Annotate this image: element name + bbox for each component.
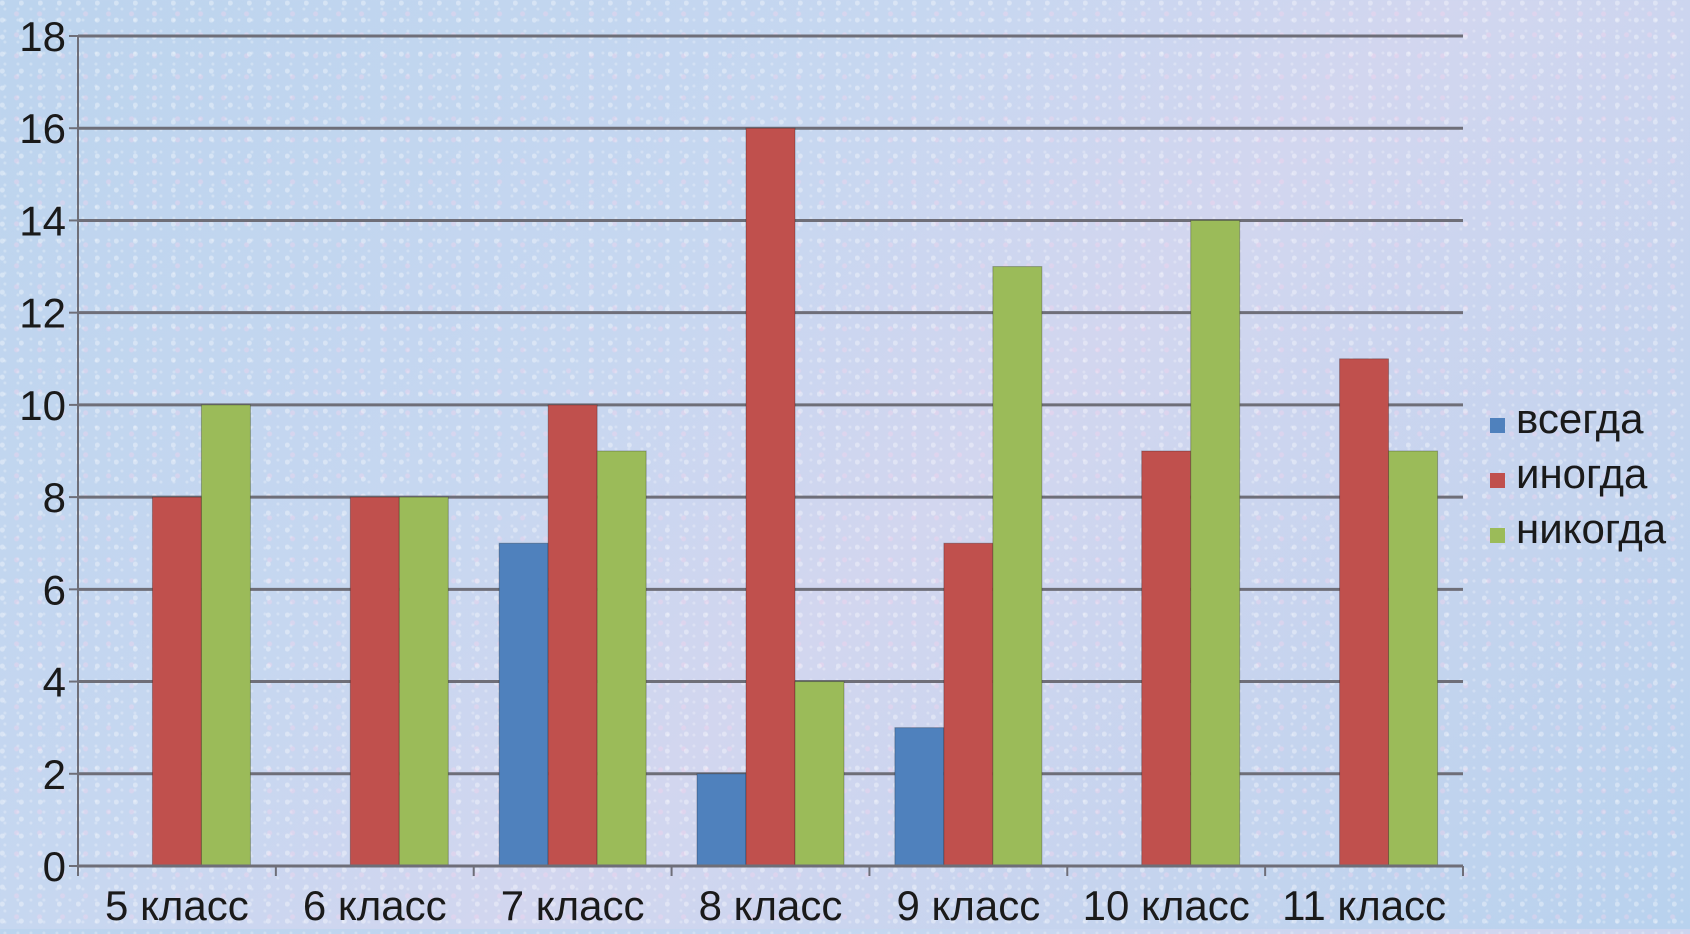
y-tick-label: 16 (19, 105, 66, 152)
x-axis-tick-labels: 5 класс 6 класс 7 класс 8 класс 9 класс 10 кл… (105, 882, 1446, 929)
x-tick-label: 5 класс (105, 882, 249, 929)
y-tick-label: 4 (43, 659, 66, 706)
x-tick-label: 7 класс (501, 882, 645, 929)
x-tick-label: 11 класс (1282, 882, 1446, 929)
bar-иногда-7 класс (547, 404, 598, 867)
axes (77, 36, 1464, 876)
bar-иногда-6 класс (349, 496, 400, 867)
bar-всегда-7 класс (498, 542, 549, 867)
y-tick-label: 0 (43, 843, 66, 890)
legend-label: иногда (1516, 450, 1648, 497)
bar-никогда-10 класс (1190, 219, 1241, 867)
x-tick-label: 8 класс (699, 882, 843, 929)
legend-swatch-всегда (1490, 418, 1505, 433)
bar-иногда-11 класс (1339, 358, 1390, 867)
bar-никогда-6 класс (398, 496, 449, 867)
x-tick-label: 9 класс (896, 882, 1040, 929)
bar-всегда-9 класс (894, 727, 945, 867)
y-axis-tick-labels: 0 2 4 6 8 10 12 14 16 18 (19, 13, 66, 890)
x-tick-label: 6 класс (303, 882, 447, 929)
bar-иногда-9 класс (943, 542, 994, 867)
y-tick-label: 12 (19, 290, 66, 337)
legend: всегда иногда никогда (1490, 395, 1667, 552)
legend-swatch-никогда (1490, 528, 1505, 543)
bar-всегда-8 класс (696, 773, 747, 867)
bar-никогда-5 класс (200, 404, 251, 867)
bar-иногда-10 класс (1141, 450, 1192, 867)
bar-никогда-7 класс (596, 450, 647, 867)
y-tick-label: 2 (43, 751, 66, 798)
x-tick-label: 10 класс (1083, 882, 1250, 929)
legend-label: всегда (1516, 395, 1644, 442)
y-tick-label: 6 (43, 566, 66, 613)
bar-иногда-5 класс (151, 496, 202, 867)
bars (151, 127, 1439, 867)
y-tick-label: 10 (19, 382, 66, 429)
bar-иногда-8 класс (745, 127, 796, 867)
y-tick-label: 18 (19, 13, 66, 60)
y-tick-label: 8 (43, 474, 66, 521)
legend-swatch-иногда (1490, 473, 1505, 488)
bar-никогда-9 класс (992, 266, 1043, 867)
bar-никогда-11 класс (1388, 450, 1439, 867)
y-tick-label: 14 (19, 197, 66, 244)
bar-никогда-8 класс (794, 681, 845, 867)
legend-label: никогда (1516, 505, 1667, 552)
